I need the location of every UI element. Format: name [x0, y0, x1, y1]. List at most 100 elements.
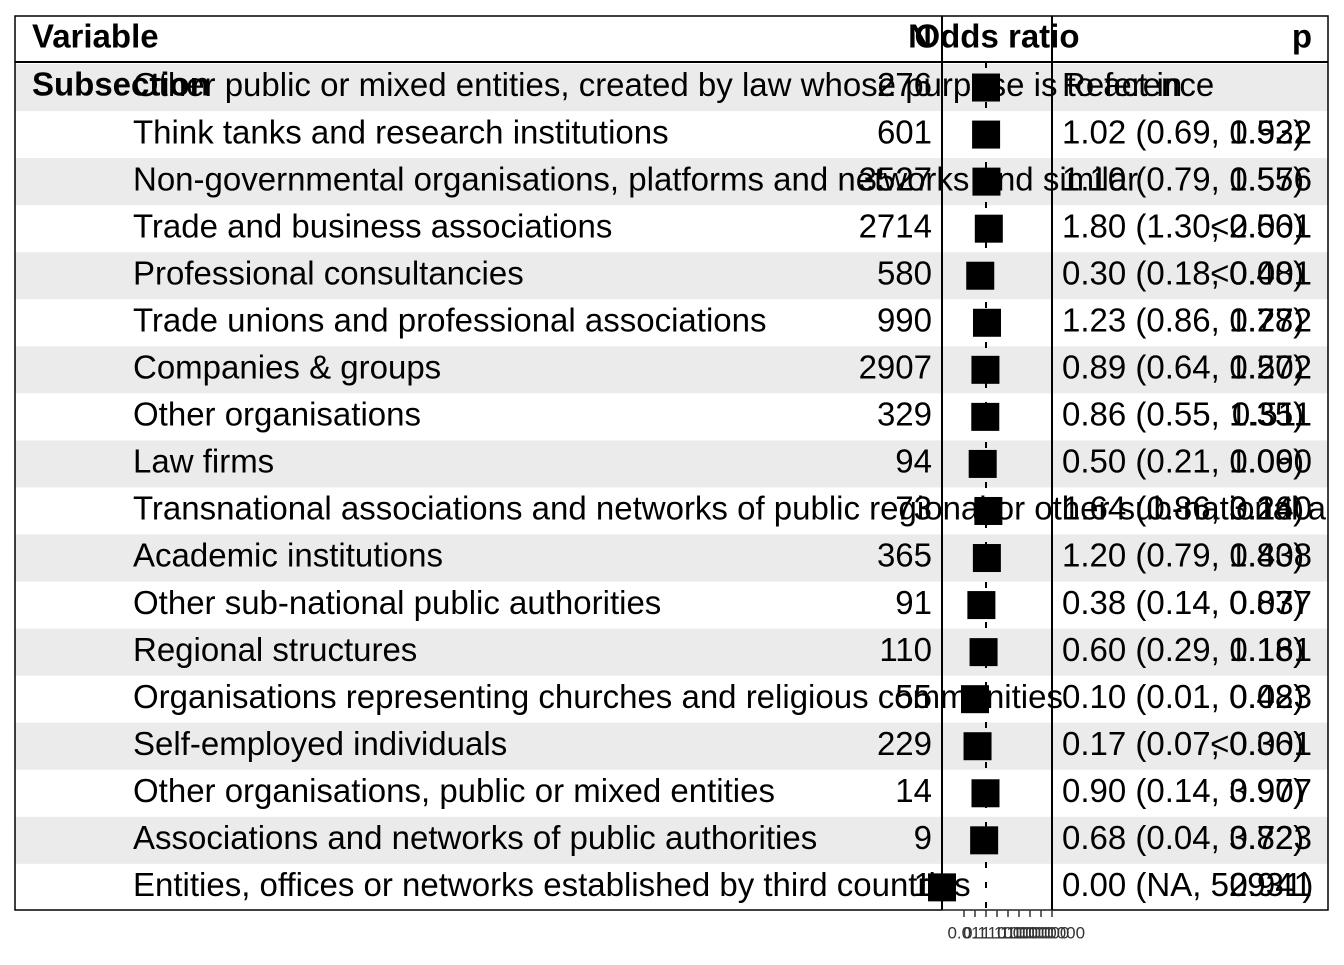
odds-ratio-text: 0.38 (0.14, 0.87) [1062, 584, 1304, 621]
odds-ratio-text: 0.86 (0.55, 1.35) [1062, 396, 1304, 433]
odds-ratio-text: 0.60 (0.29, 1.18) [1062, 631, 1304, 668]
p-value: 0.037 [1229, 584, 1312, 621]
row-stripe [15, 534, 1328, 582]
estimate-box [928, 873, 956, 902]
n-value: 55 [895, 678, 932, 715]
estimate-box [972, 73, 1000, 102]
n-value: 73 [895, 490, 932, 527]
row-label: Organisations representing churches and … [133, 678, 1063, 715]
odds-ratio-text: 0.68 (0.04, 3.82) [1062, 819, 1304, 856]
p-value: 0.408 [1229, 537, 1312, 574]
p-value: <0.001 [1210, 725, 1312, 762]
row-label: Other organisations, public or mixed ent… [133, 772, 775, 809]
odds-ratio-text: Reference [1062, 66, 1214, 103]
row-label: Non-governmental organisations, platform… [133, 160, 1138, 197]
n-value: 580 [877, 254, 932, 291]
p-value: 0.090 [1229, 443, 1312, 480]
x-tick-label: 1000000 [1019, 923, 1085, 942]
column-header: N [908, 18, 932, 55]
n-value: 3527 [859, 160, 932, 197]
row-label: Other sub-national public authorities [133, 584, 661, 621]
row-stripe [15, 816, 1328, 864]
p-value: 0.502 [1229, 349, 1312, 386]
p-value: 0.723 [1229, 819, 1312, 856]
n-value: 110 [879, 631, 932, 668]
section-label: Subsection [32, 66, 210, 103]
row-stripe [15, 628, 1328, 676]
estimate-box [970, 826, 999, 855]
estimate-box [971, 355, 1000, 384]
odds-ratio-text: 1.80 (1.30, 2.56) [1062, 207, 1304, 244]
odds-ratio-text: 1.64 (0.86, 3.26) [1062, 490, 1304, 527]
estimate-box [967, 591, 996, 620]
x-tick-label: 0.01 [947, 923, 980, 942]
n-value: 229 [877, 725, 932, 762]
n-value: 2907 [859, 349, 932, 386]
row-label: Professional consultancies [133, 254, 524, 291]
row-stripe [15, 440, 1328, 488]
estimate-box [974, 496, 1003, 525]
x-tick-label: 1000 [1000, 923, 1038, 942]
p-value: 0.140 [1229, 490, 1312, 527]
odds-ratio-text: 1.23 (0.86, 1.78) [1062, 301, 1304, 338]
row-stripe [15, 158, 1328, 206]
n-value: 990 [877, 301, 932, 338]
n-value: 601 [877, 113, 932, 150]
estimate-box [968, 449, 997, 478]
row-label: Regional structures [133, 631, 417, 668]
row-label: Entities, offices or networks establishe… [133, 866, 971, 903]
estimate-box [963, 732, 992, 761]
p-value: 0.511 [1232, 396, 1312, 433]
row-label: Law firms [133, 443, 274, 480]
x-tick-label: 1 [981, 923, 990, 942]
row-stripe [15, 346, 1328, 394]
x-tick-label: 0.1 [963, 923, 987, 942]
n-value: 365 [877, 537, 932, 574]
odds-ratio-text: 0.10 (0.01, 0.48) [1062, 678, 1304, 715]
row-label: Academic institutions [133, 537, 443, 574]
n-value: 2714 [859, 207, 932, 244]
row-stripe [15, 64, 1328, 112]
n-value: 94 [895, 443, 932, 480]
p-value: 0.932 [1229, 113, 1312, 150]
odds-ratio-text: 0.00 (NA, 52931) [1062, 866, 1313, 903]
row-label: Transnational associations and networks … [133, 490, 1344, 527]
odds-ratio-text: 1.20 (0.79, 1.83) [1062, 537, 1304, 574]
p-value: 0.023 [1229, 678, 1312, 715]
odds-ratio-text: 1.10 (0.79, 1.55) [1062, 160, 1304, 197]
column-header: Variable [32, 18, 159, 55]
row-label: Other organisations [133, 396, 421, 433]
odds-ratio-text: 0.89 (0.64, 1.27) [1062, 349, 1304, 386]
row-label: Trade and business associations [133, 207, 612, 244]
column-header: Odds ratio [914, 18, 1079, 55]
n-value: 1 [914, 866, 932, 903]
estimate-box [972, 167, 1001, 196]
n-value: 9 [914, 819, 932, 856]
column-header: p [1292, 18, 1312, 55]
estimate-box [961, 685, 989, 714]
p-value: 0.272 [1229, 301, 1312, 338]
estimate-box [969, 638, 998, 667]
odds-ratio-text: 1.02 (0.69, 1.52) [1062, 113, 1304, 150]
table-border [14, 15, 1329, 911]
row-label: Companies & groups [133, 349, 441, 386]
n-value: 91 [895, 584, 932, 621]
p-value: 0.907 [1229, 772, 1312, 809]
x-tick-label: 100000 [1013, 923, 1070, 942]
p-value: 0.576 [1229, 160, 1312, 197]
p-value: <0.001 [1210, 207, 1312, 244]
estimate-box [972, 308, 1001, 337]
estimate-box [971, 779, 1000, 808]
x-tick-label: 10 [988, 923, 1007, 942]
row-label: Associations and networks of public auth… [133, 819, 817, 856]
n-value: 276 [877, 66, 932, 103]
odds-ratio-text: 0.30 (0.18, 0.48) [1062, 254, 1304, 291]
odds-ratio-text: 0.90 (0.14, 3.97) [1062, 772, 1304, 809]
estimate-box [966, 261, 995, 290]
row-stripe [15, 252, 1328, 300]
estimate-box [972, 120, 1001, 149]
x-tick-label: 10000 [1006, 923, 1053, 942]
p-value: 0.941 [1229, 866, 1312, 903]
odds-ratio-text: 0.50 (0.21, 1.06) [1062, 443, 1304, 480]
